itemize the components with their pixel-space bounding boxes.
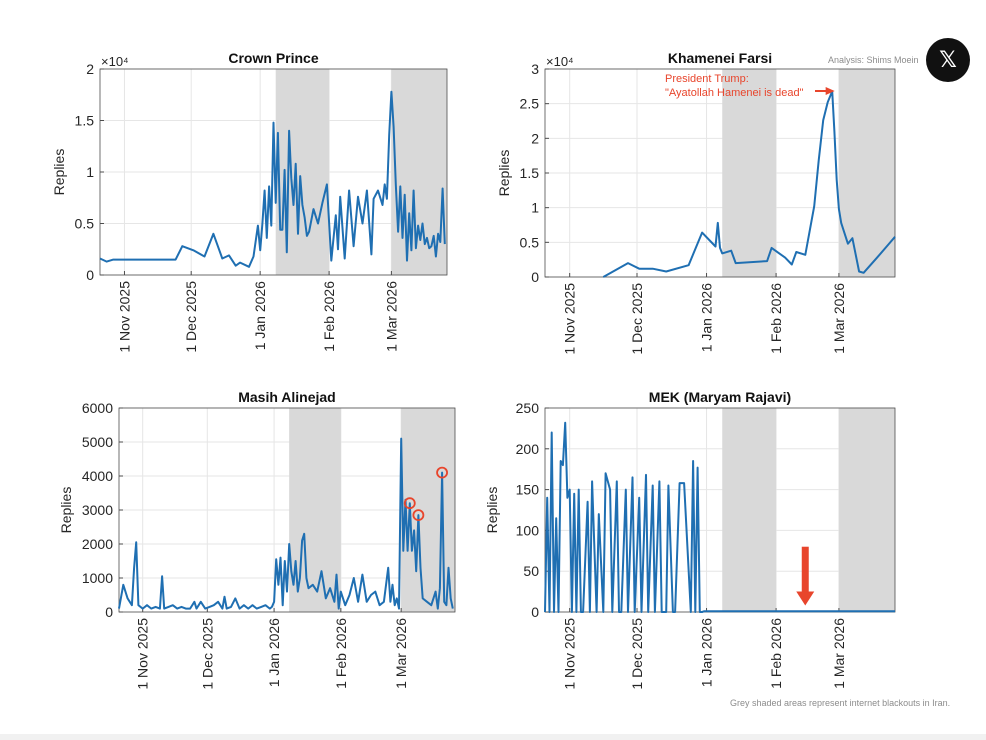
x-tick-label: 1 Dec 2025: [629, 618, 645, 690]
x-tick-label: 1 Dec 2025: [183, 281, 199, 353]
bottom-divider: [0, 734, 986, 740]
attribution-text: Analysis: Shims Moein: [828, 55, 919, 65]
y-tick-label: 1.5: [520, 165, 540, 181]
x-tick-label: 1 Feb 2026: [768, 618, 784, 689]
chart-title: Crown Prince: [228, 50, 318, 66]
y-tick-label: 3: [531, 61, 539, 77]
x-tick-label: 1 Nov 2025: [135, 618, 151, 690]
x-tick-label: 1 Dec 2025: [629, 283, 645, 355]
y-multiplier-label: ×10⁴: [546, 54, 574, 69]
y-tick-label: 100: [516, 522, 540, 538]
y-tick-label: 1: [531, 200, 539, 216]
x-tick-label: 1 Nov 2025: [116, 281, 132, 353]
chart-panel-3: 0 1000 2000 3000 4000 5000 6000 1 Nov 2025 1 Dec…: [58, 389, 456, 690]
highlight-circle: [403, 497, 416, 510]
x-tick-label: 1 Mar 2026: [831, 618, 847, 689]
down-arrowhead: [796, 591, 815, 606]
chart-title: Masih Alinejad: [238, 389, 336, 405]
y-tick-label: 2.5: [520, 96, 540, 112]
blackout-region: [722, 69, 777, 277]
x-tick-label: 1 Jan 2026: [266, 618, 282, 687]
down-arrow-shaft: [801, 546, 809, 594]
series-line: [99, 90, 446, 268]
x-tick-label: 1 Mar 2026: [383, 281, 399, 352]
y-multiplier-label: ×10⁴: [101, 54, 129, 69]
x-tick-label: 1 Feb 2026: [333, 618, 349, 689]
x-tick-label: 1 Nov 2025: [562, 283, 578, 355]
y-tick-label: 3000: [82, 502, 113, 518]
y-axis-label: Replies: [484, 487, 500, 534]
y-tick-label: 2: [531, 130, 539, 146]
y-tick-label: 50: [523, 563, 539, 579]
x-tick-label: 1 Jan 2026: [699, 618, 715, 687]
chart-title: Khamenei Farsi: [668, 50, 772, 66]
y-tick-label: 200: [516, 441, 540, 457]
y-tick-label: 1: [86, 164, 94, 180]
x-tick-label: 1 Jan 2026: [252, 281, 268, 350]
series-line: [544, 421, 895, 613]
chart-panel-4: 0 50 100 150 200 250 1 Nov 2025 1 Dec 2025 1 Jan…: [484, 389, 896, 690]
y-tick-label: 4000: [82, 468, 113, 484]
x-tick-label: 1 Mar 2026: [393, 618, 409, 689]
y-tick-label: 2000: [82, 536, 113, 552]
x-tick-label: 1 Mar 2026: [831, 283, 847, 354]
y-tick-label: 250: [516, 400, 540, 416]
x-tick-label: 1 Feb 2026: [321, 281, 337, 352]
y-axis-label: Replies: [51, 149, 67, 196]
highlight-circle: [412, 509, 425, 521]
y-tick-label: 5000: [82, 434, 113, 450]
x-tick-label: 1 Jan 2026: [699, 283, 715, 352]
blackout-footnote: Grey shaded areas represent internet bla…: [730, 698, 951, 708]
blackout-region: [838, 408, 895, 612]
blackout-region: [722, 408, 777, 612]
x-logo-glyph: 𝕏: [939, 47, 957, 73]
y-tick-label: 0: [105, 604, 113, 620]
y-tick-label: 0: [531, 604, 539, 620]
series-line: [602, 90, 896, 278]
y-tick-label: 0: [531, 269, 539, 285]
x-tick-label: 1 Nov 2025: [562, 618, 578, 690]
y-tick-label: 6000: [82, 400, 113, 416]
x-tick-label: 1 Feb 2026: [768, 283, 784, 354]
chart-panel-2: 0 0.5 1 1.5 2 2.5 3 1 Nov 2025 1 Dec 2025 1 Jan 2…: [496, 50, 896, 355]
y-tick-label: 0: [86, 267, 94, 283]
annotation-text: "Ayatollah Hamenei is dead": [665, 87, 804, 99]
y-tick-label: 0.5: [520, 234, 540, 250]
y-tick-label: 2: [86, 61, 94, 77]
annotation-text: President Trump:: [665, 73, 749, 85]
y-tick-label: 0.5: [75, 216, 95, 232]
annotation-arrowhead: [825, 87, 835, 95]
chart-panel-1: 0 0.5 1 1.5 2 1 Nov 2025 1 Dec 2025 1 Jan 2026 1…: [51, 50, 448, 353]
y-tick-label: 1000: [82, 570, 113, 586]
highlight-circle: [436, 466, 448, 479]
series-line: [118, 437, 454, 610]
blackout-region: [391, 69, 447, 275]
chart-title: MEK (Maryam Rajavi): [649, 389, 791, 405]
y-axis-label: Replies: [496, 150, 512, 197]
x-tick-label: 1 Dec 2025: [199, 618, 215, 690]
y-axis-label: Replies: [58, 487, 74, 534]
x-logo-icon[interactable]: 𝕏: [926, 38, 970, 82]
y-tick-label: 1.5: [75, 113, 95, 129]
y-tick-label: 150: [516, 482, 540, 498]
